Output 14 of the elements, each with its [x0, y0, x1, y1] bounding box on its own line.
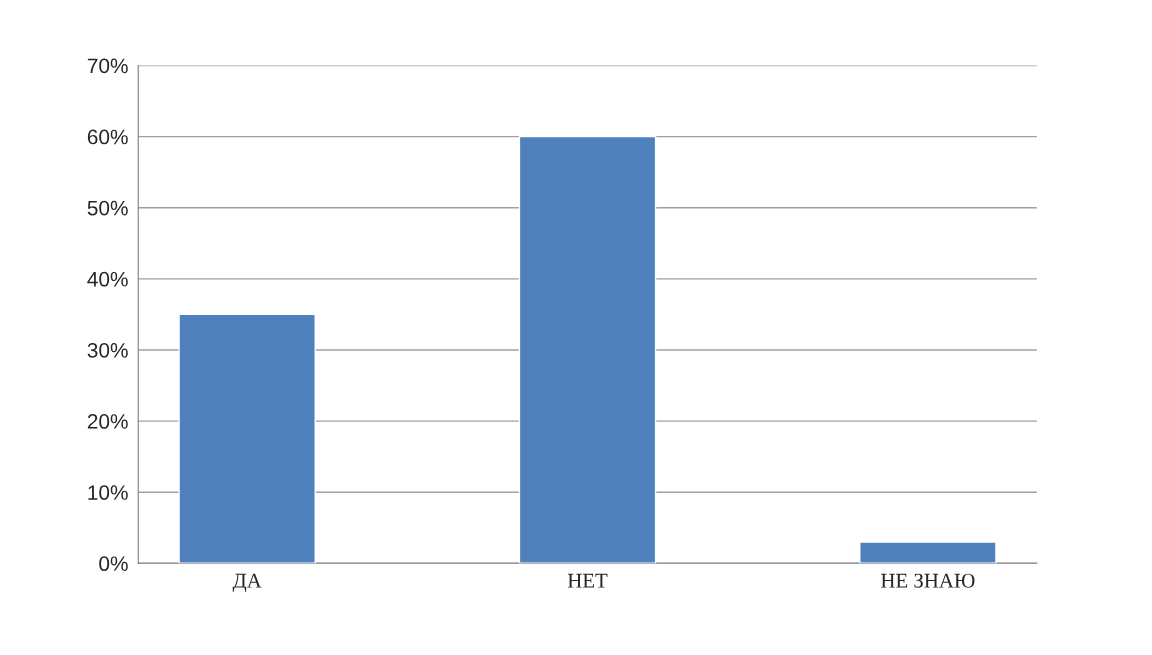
- y-tick-label: 30%: [87, 342, 128, 358]
- y-tick-label: 70%: [87, 58, 128, 74]
- y-tick-label: 20%: [87, 414, 128, 429]
- x-tick-label: ДА: [232, 573, 262, 592]
- x-tick-label: НЕ ЗНАЮ: [881, 573, 975, 588]
- y-tick-label: 0%: [99, 556, 128, 572]
- y-tick-label: 10%: [88, 485, 128, 500]
- bar: [859, 541, 997, 564]
- x-tick-label: НЕТ: [567, 573, 608, 588]
- y-tick-label: 40%: [87, 271, 128, 287]
- bar: [178, 313, 316, 564]
- y-tick-label: 50%: [87, 200, 128, 216]
- bar: [518, 135, 657, 564]
- y-tick-label: 60%: [87, 129, 128, 145]
